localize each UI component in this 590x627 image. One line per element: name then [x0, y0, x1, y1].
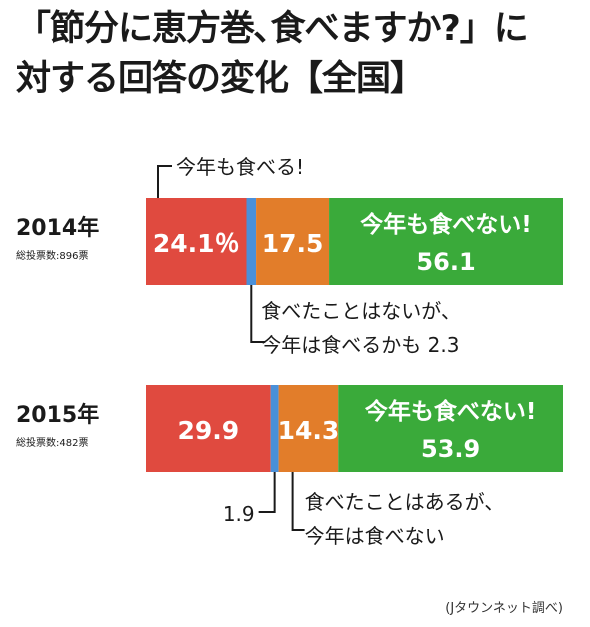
data-label: 17.5 [262, 229, 324, 258]
callout-leader-line [291, 472, 305, 531]
callout-label: 食べたことはないが、 [261, 299, 461, 323]
callout-label: 今年は食べない [305, 524, 445, 548]
chart-title: 「節分に恵方巻､食べますか?」に 対する回答の変化【全国】 [16, 4, 581, 104]
bar-segment-eat_this_year [146, 385, 271, 472]
callout-label: 今年も食べる! [176, 155, 304, 179]
year-label: 2015年 [16, 402, 99, 428]
bar-segment-will_not_eat [338, 385, 563, 472]
vote-count-label: 総投票数:482票 [16, 436, 88, 449]
source-credit: (Jタウンネット調べ) [445, 601, 563, 616]
data-label: 14.3 [278, 416, 340, 445]
callout-label: 今年は食べるかも 2.3 [261, 333, 459, 357]
chart-title-line-2: 対する回答の変化【全国】 [16, 59, 425, 99]
callout-label: 1.9 [223, 502, 255, 526]
data-label: 56.1 [416, 248, 475, 276]
bar-segment-title: 今年も食べない! [365, 398, 537, 425]
bar-segment-not_this_year_have_eaten [278, 385, 339, 472]
bar-segment-not_this_year_have_eaten [256, 198, 330, 285]
callout-leader-line [258, 472, 276, 513]
callout-leader-line [157, 165, 172, 198]
data-label: 29.9 [177, 416, 239, 445]
bar-segment-maybe_this_year [270, 385, 279, 472]
bar-segment-title: 今年も食べない! [360, 211, 532, 238]
callout-label: 食べたことはあるが、 [305, 490, 505, 514]
vote-count-label: 総投票数:896票 [16, 249, 88, 262]
bar-segment-eat_this_year [146, 198, 247, 285]
chart-title-line-1: 「節分に恵方巻､食べますか?」に [16, 9, 529, 49]
year-label: 2014年 [16, 215, 99, 241]
callout-leader-line [250, 285, 266, 343]
bar-segment-maybe_this_year [246, 198, 257, 285]
data-label: 53.9 [421, 435, 480, 463]
bar-segment-will_not_eat [329, 198, 563, 285]
data-label: 24.1％ [153, 229, 240, 258]
